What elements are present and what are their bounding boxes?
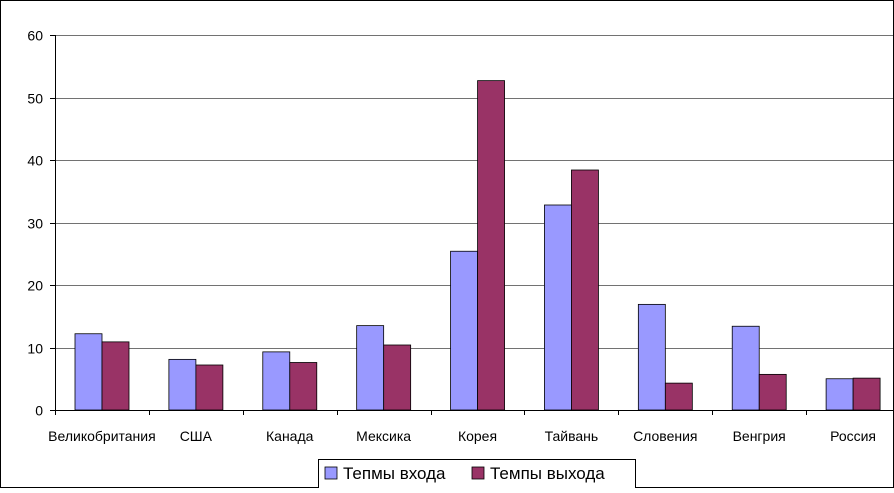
x-tick-label: Россия (830, 428, 876, 444)
x-tick-label: Тайвань (545, 428, 599, 444)
x-tick-label: Великобритания (48, 428, 156, 444)
x-tick-label: Корея (458, 428, 497, 444)
x-tick-label: Канада (266, 428, 314, 444)
y-tick-label: 50 (27, 91, 43, 107)
bars (74, 80, 881, 411)
bar-entry-rate (825, 378, 854, 411)
bar-entry-rate (731, 325, 760, 411)
bar-exit-rate (477, 80, 505, 411)
legend-label-exit: Темпы выхода (490, 464, 605, 483)
y-tick-label: 30 (27, 216, 43, 232)
bar-exit-rate (289, 362, 318, 411)
y-tick-label: 40 (27, 153, 43, 169)
y-tick-label: 60 (27, 28, 43, 44)
x-tick-label: Мексика (356, 428, 411, 444)
bar-entry-rate (262, 351, 291, 411)
x-tick-label: США (180, 428, 213, 444)
bar-entry-rate (74, 333, 103, 411)
axes (55, 35, 894, 411)
bar-exit-rate (383, 344, 412, 411)
legend-swatch-exit (471, 466, 485, 480)
x-tick-label: Словения (633, 428, 697, 444)
bar-exit-rate (852, 377, 881, 411)
bar-exit-rate (664, 382, 693, 411)
legend: Тепмы входа Темпы выхода (318, 459, 636, 490)
y-tick-label: 20 (27, 278, 43, 294)
bar-exit-rate (195, 364, 224, 411)
bar-entry-rate (356, 325, 385, 411)
bar-entry-rate (544, 204, 572, 411)
x-tick-label: Венгрия (733, 428, 786, 444)
bar-entry-rate (637, 303, 666, 411)
y-tick-label: 0 (35, 403, 43, 419)
x-tick-labels: Великобритания США Канада Мексика Корея Тайва… (48, 410, 876, 444)
y-tick-labels: 0 10 20 30 40 50 60 (27, 28, 55, 419)
bar-exit-rate (571, 169, 599, 411)
bar-exit-rate (758, 373, 787, 411)
legend-label-entry: Тепмы входа (343, 464, 446, 483)
y-tick-label: 10 (27, 341, 43, 357)
bar-exit-rate (101, 341, 130, 411)
bar-entry-rate (168, 358, 197, 411)
legend-swatch-entry (324, 466, 338, 480)
bar-entry-rate (450, 250, 478, 411)
